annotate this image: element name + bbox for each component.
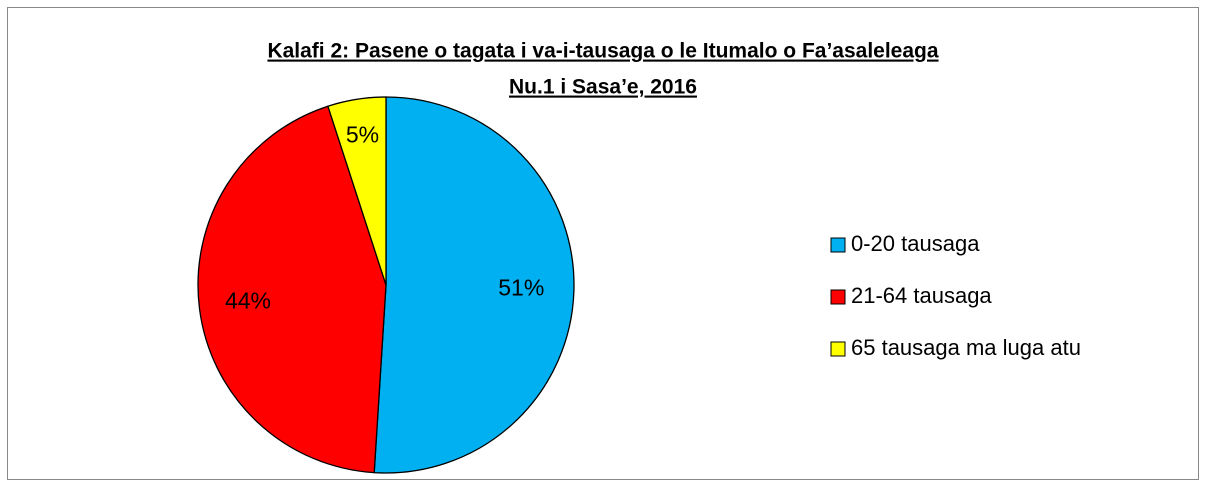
pie-slice bbox=[197, 105, 387, 474]
pie-slice bbox=[373, 96, 575, 474]
legend-label: 65 tausaga ma luga atu bbox=[851, 335, 1081, 360]
pie-slice bbox=[327, 96, 387, 286]
data-label: 44% bbox=[225, 288, 271, 314]
chart-title: Kalafi 2: Pasene o tagata i va-i-tausaga… bbox=[267, 40, 938, 63]
data-label: 5% bbox=[346, 122, 379, 148]
legend-label: 21-64 tausaga bbox=[851, 283, 992, 308]
legend-label: 0-20 tausaga bbox=[851, 231, 980, 256]
legend-swatch bbox=[830, 341, 846, 357]
legend-swatch bbox=[830, 289, 846, 305]
chart-title: Nu.1 i Sasa’e, 2016 bbox=[509, 76, 697, 99]
data-label: 51% bbox=[498, 274, 544, 300]
legend-swatch bbox=[830, 237, 846, 253]
